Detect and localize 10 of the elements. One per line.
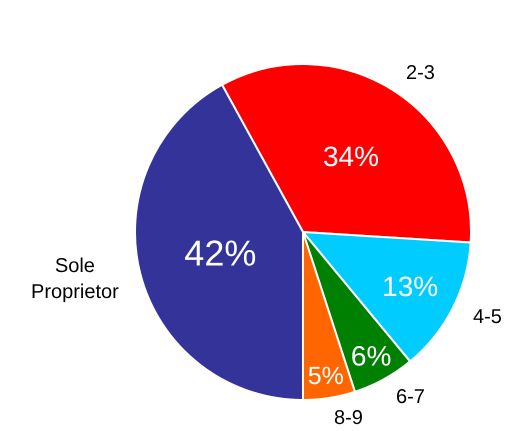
data-label: 5%: [308, 362, 344, 390]
data-label: 42%: [184, 232, 256, 274]
slice-label: 2-3: [406, 62, 435, 84]
slice-label: Sole Proprietor: [31, 255, 120, 303]
slice-label: 8-9: [334, 407, 363, 429]
data-label: 34%: [322, 140, 379, 172]
data-label: 13%: [382, 271, 438, 302]
slice-label: 6-7: [396, 386, 425, 408]
data-label: 6%: [350, 340, 392, 372]
slice-label: 4-5: [473, 306, 502, 328]
